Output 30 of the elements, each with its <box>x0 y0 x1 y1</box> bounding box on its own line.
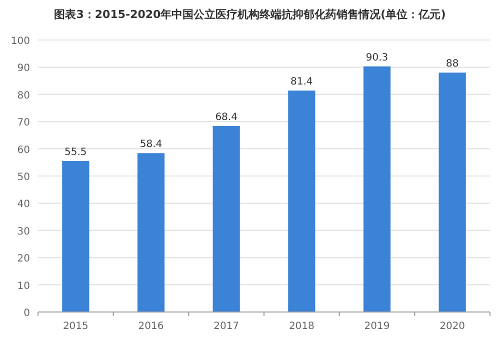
y-tick-label: 0 <box>24 308 30 319</box>
x-tick-label: 2015 <box>62 321 88 332</box>
bar <box>137 153 165 312</box>
bar <box>62 161 90 312</box>
x-tick-label: 2018 <box>288 321 314 332</box>
bar <box>212 126 240 312</box>
y-tick-label: 60 <box>17 144 30 156</box>
data-label: 55.5 <box>64 147 87 158</box>
data-label: 88 <box>446 58 459 70</box>
bar <box>363 66 391 312</box>
y-tick-label: 100 <box>10 36 30 47</box>
y-tick-label: 10 <box>17 280 30 292</box>
y-tick-label: 40 <box>17 199 30 210</box>
x-tick-label: 2016 <box>138 321 164 332</box>
bar <box>288 90 316 312</box>
data-label: 68.4 <box>215 112 238 123</box>
data-label: 81.4 <box>290 76 313 88</box>
x-tick-label: 2020 <box>440 321 466 332</box>
y-tick-label: 50 <box>17 172 30 183</box>
y-tick-label: 30 <box>17 226 30 238</box>
y-tick-label: 80 <box>17 90 30 102</box>
x-tick-label: 2017 <box>214 321 240 332</box>
data-label: 58.4 <box>140 139 162 150</box>
x-tick-label: 2019 <box>364 321 390 332</box>
chart-title: 图表3：2015-2020年中国公立医疗机构终端抗抑郁化药销售情况(单位：亿元) <box>54 8 446 21</box>
y-tick-label: 90 <box>17 63 30 74</box>
bar <box>438 72 466 312</box>
data-label: 90.3 <box>366 52 388 64</box>
y-tick-label: 70 <box>17 118 30 129</box>
y-tick-label: 20 <box>17 254 30 265</box>
